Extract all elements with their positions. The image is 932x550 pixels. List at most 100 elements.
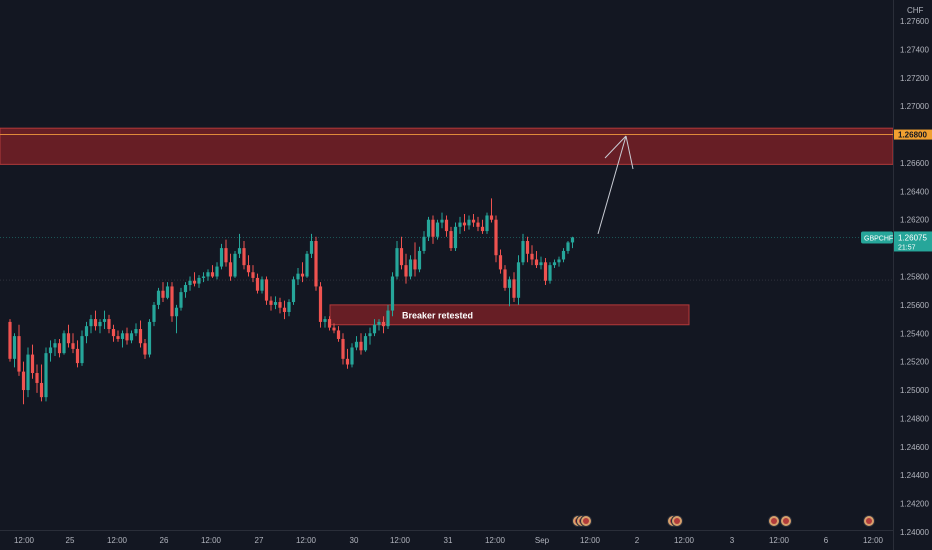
candle bbox=[210, 265, 215, 278]
x-tick-label: 25 bbox=[66, 536, 75, 545]
candles bbox=[8, 198, 575, 405]
candle bbox=[242, 241, 246, 270]
candle-body bbox=[512, 279, 516, 298]
candle bbox=[251, 265, 255, 283]
candle bbox=[111, 324, 116, 342]
candle-body bbox=[440, 219, 444, 223]
candle-body bbox=[120, 333, 125, 339]
candle bbox=[458, 216, 462, 234]
y-tick-label: 1.27200 bbox=[900, 74, 929, 83]
candle-body bbox=[521, 241, 525, 263]
x-tick-label: 12:00 bbox=[863, 536, 884, 545]
candle-body bbox=[332, 327, 336, 331]
candle bbox=[197, 275, 201, 288]
candle bbox=[521, 233, 525, 266]
candle bbox=[147, 319, 152, 358]
candle-body bbox=[525, 241, 530, 254]
candle-body bbox=[206, 272, 210, 277]
candle-body bbox=[273, 302, 278, 305]
symbol-label: GBPCHF bbox=[864, 235, 893, 242]
candle-body bbox=[147, 321, 152, 355]
candle-body bbox=[494, 219, 498, 256]
candle bbox=[44, 347, 48, 402]
candle-body bbox=[431, 219, 435, 237]
candle bbox=[476, 216, 480, 232]
symbol-tag bbox=[861, 231, 893, 244]
candle bbox=[413, 242, 417, 277]
candle-body bbox=[449, 231, 453, 249]
candle-body bbox=[453, 226, 458, 249]
x-tick-label: 12:00 bbox=[296, 536, 317, 545]
candle bbox=[489, 198, 494, 223]
candle-body bbox=[89, 319, 93, 327]
candle-body bbox=[287, 302, 291, 312]
candle-body bbox=[359, 341, 363, 351]
candle bbox=[161, 282, 165, 303]
candle bbox=[35, 364, 39, 393]
price-axis[interactable]: CHF 1.27600 1.27400 1.27200 1.27000 1.26600 1.… bbox=[861, 0, 932, 550]
candle bbox=[431, 215, 435, 244]
candle-body bbox=[134, 329, 138, 334]
candle-body bbox=[566, 242, 570, 251]
candle bbox=[498, 249, 503, 274]
candle-body bbox=[30, 354, 35, 374]
candle bbox=[120, 330, 125, 348]
candle bbox=[75, 340, 80, 368]
candle bbox=[170, 282, 174, 322]
candle bbox=[228, 253, 233, 281]
breaker-zone-label: Breaker retested bbox=[402, 310, 473, 320]
candle bbox=[188, 276, 192, 291]
candle bbox=[296, 267, 300, 286]
economic-event-icon bbox=[780, 515, 792, 527]
event-flag bbox=[583, 518, 589, 524]
candle bbox=[62, 330, 66, 355]
candle-body bbox=[543, 262, 548, 281]
candle-body bbox=[395, 248, 399, 277]
candle-body bbox=[561, 250, 566, 260]
x-tick-label: 26 bbox=[160, 536, 169, 545]
candle-body bbox=[278, 302, 282, 308]
candle-body bbox=[489, 215, 494, 220]
candle bbox=[12, 333, 17, 368]
time-axis[interactable]: 12:00 25 12:00 26 12:00 27 12:00 30 12:00 31 12:00… bbox=[0, 530, 893, 546]
candle-body bbox=[480, 226, 485, 232]
candle bbox=[53, 338, 57, 356]
event-markers[interactable] bbox=[572, 515, 875, 527]
candle bbox=[507, 276, 512, 307]
candle-body bbox=[305, 253, 309, 277]
candle bbox=[390, 272, 395, 317]
projection-arrowhead-left bbox=[604, 135, 627, 159]
candle-body bbox=[39, 382, 44, 398]
candle bbox=[273, 296, 278, 310]
candle bbox=[80, 330, 84, 366]
candle bbox=[485, 212, 489, 234]
candle-body bbox=[372, 324, 377, 334]
candle bbox=[206, 269, 210, 281]
economic-event-icon bbox=[671, 515, 683, 527]
candle bbox=[278, 297, 282, 314]
candle bbox=[512, 272, 516, 303]
candle bbox=[219, 243, 224, 270]
candle bbox=[440, 212, 444, 229]
candle bbox=[287, 299, 291, 317]
candle bbox=[93, 310, 98, 331]
candle bbox=[534, 250, 539, 268]
x-tick-label: 12:00 bbox=[201, 536, 222, 545]
x-tick-label: Sep bbox=[535, 536, 550, 545]
candle bbox=[21, 361, 26, 405]
candle bbox=[255, 273, 260, 294]
candle-body bbox=[242, 248, 246, 266]
candle bbox=[566, 241, 570, 254]
price-axis-bg bbox=[893, 0, 932, 550]
candle-body bbox=[354, 341, 359, 348]
candle-body bbox=[35, 373, 39, 383]
x-tick-label: 12:00 bbox=[390, 536, 411, 545]
candle bbox=[224, 239, 228, 267]
candle-body bbox=[233, 253, 237, 277]
x-tick-label: 12:00 bbox=[485, 536, 506, 545]
economic-event-icon bbox=[863, 515, 875, 527]
candle bbox=[503, 265, 507, 291]
candle bbox=[66, 324, 71, 348]
